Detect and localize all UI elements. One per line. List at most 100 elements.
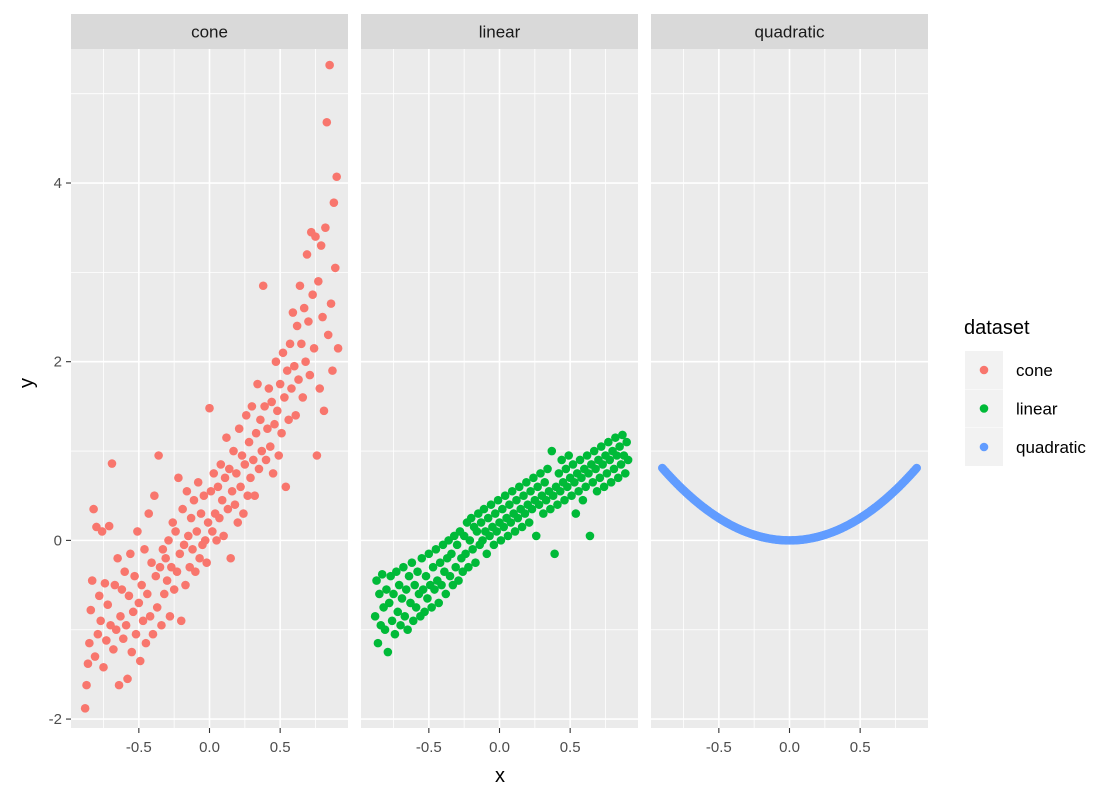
data-point-cone [191, 567, 200, 576]
data-point-cone [273, 406, 282, 416]
data-point-linear [479, 504, 489, 514]
data-point-linear [519, 491, 528, 501]
data-point-linear [514, 482, 524, 492]
data-point-cone [150, 491, 159, 501]
data-point-linear [602, 469, 612, 478]
data-point-linear [570, 478, 579, 487]
data-point-cone [138, 616, 148, 626]
data-point-cone [280, 393, 289, 402]
data-point-linear [392, 567, 401, 576]
data-point-cone [254, 464, 264, 474]
data-point-cone [127, 647, 137, 657]
data-point-linear [582, 451, 592, 460]
data-point-cone [216, 460, 226, 469]
data-point-cone [288, 308, 298, 317]
data-point-linear [435, 558, 445, 568]
data-point-linear [424, 549, 434, 559]
data-point-cone [233, 518, 243, 527]
data-point-cone [96, 616, 105, 626]
data-point-linear [404, 571, 414, 581]
data-point-cone [182, 486, 192, 496]
data-point-linear [605, 455, 615, 465]
data-point-cone [212, 536, 221, 545]
data-point-cone [239, 509, 248, 518]
x-tick-label: 0.0 [489, 739, 510, 756]
data-point-linear [413, 567, 422, 576]
data-point-cone [295, 281, 305, 291]
data-point-linear [468, 545, 477, 554]
data-point-cone [188, 545, 197, 554]
x-axis-title: x [495, 765, 505, 787]
data-point-cone [297, 339, 306, 349]
data-point-linear [529, 473, 538, 483]
data-point-linear [377, 570, 387, 579]
data-point-linear [506, 518, 516, 527]
x-tick-label: 0.0 [199, 739, 220, 756]
facet-panel-quadratic: quadratic -0.5 0.0 0.5 [651, 14, 928, 756]
legend-key-cone [979, 365, 989, 375]
data-point-linear [427, 603, 436, 612]
x-tick-label: -0.5 [126, 739, 152, 756]
data-point-cone [247, 402, 257, 411]
data-point-cone [147, 558, 156, 568]
data-point-cone [267, 397, 276, 407]
data-point-cone [123, 674, 132, 684]
data-point-linear [561, 464, 571, 474]
data-point-linear [472, 527, 482, 536]
facet-strip-label-quadratic: quadratic [755, 23, 825, 42]
data-point-cone [315, 384, 325, 393]
x-tick-label: -0.5 [706, 739, 732, 756]
data-point-cone [184, 531, 193, 541]
data-point-cone [103, 600, 113, 610]
data-point-cone [134, 598, 144, 608]
data-point-linear [417, 553, 427, 563]
data-point-linear [555, 486, 565, 496]
data-point-linear [550, 549, 559, 559]
data-point-linear [493, 495, 503, 505]
data-point-cone [179, 540, 189, 550]
data-point-linear [410, 580, 420, 590]
data-point-linear [382, 585, 391, 594]
data-point-cone [189, 495, 199, 505]
data-point-cone [113, 553, 122, 563]
data-point-linear [527, 504, 537, 514]
data-point-cone [311, 232, 320, 241]
data-point-linear [541, 495, 551, 505]
data-point-cone [277, 428, 286, 438]
data-point-linear [571, 509, 581, 518]
legend-label-linear: linear [1016, 400, 1058, 419]
data-point-cone [111, 625, 121, 635]
data-point-cone [263, 424, 272, 434]
data-point-cone [304, 317, 313, 326]
data-point-linear [496, 536, 506, 545]
data-point-cone [145, 612, 155, 621]
data-point-cone [93, 629, 103, 639]
data-point-linear [478, 536, 487, 545]
y-tick-label: 0 [54, 532, 62, 549]
x-tick-label: 0.5 [560, 739, 581, 756]
data-point-linear [492, 527, 501, 536]
data-point-cone [298, 393, 308, 402]
data-point-linear [575, 455, 585, 465]
data-point-linear [577, 473, 586, 483]
data-point-cone [314, 276, 323, 286]
data-point-linear [510, 527, 520, 536]
data-point-cone [206, 486, 216, 496]
data-point-linear [408, 616, 418, 626]
data-point-cone [332, 172, 341, 182]
data-point-linear [403, 625, 412, 635]
data-point-linear [620, 469, 630, 478]
data-point-linear [482, 549, 492, 559]
data-point-linear [589, 446, 599, 456]
data-point-cone [99, 662, 108, 672]
data-point-cone [319, 406, 329, 416]
data-point-cone [164, 536, 173, 545]
data-point-linear [373, 638, 383, 648]
data-point-cone [118, 634, 128, 643]
data-point-cone [168, 518, 178, 527]
data-point-cone [312, 451, 322, 460]
data-point-linear [539, 509, 548, 518]
data-point-cone [292, 321, 302, 331]
